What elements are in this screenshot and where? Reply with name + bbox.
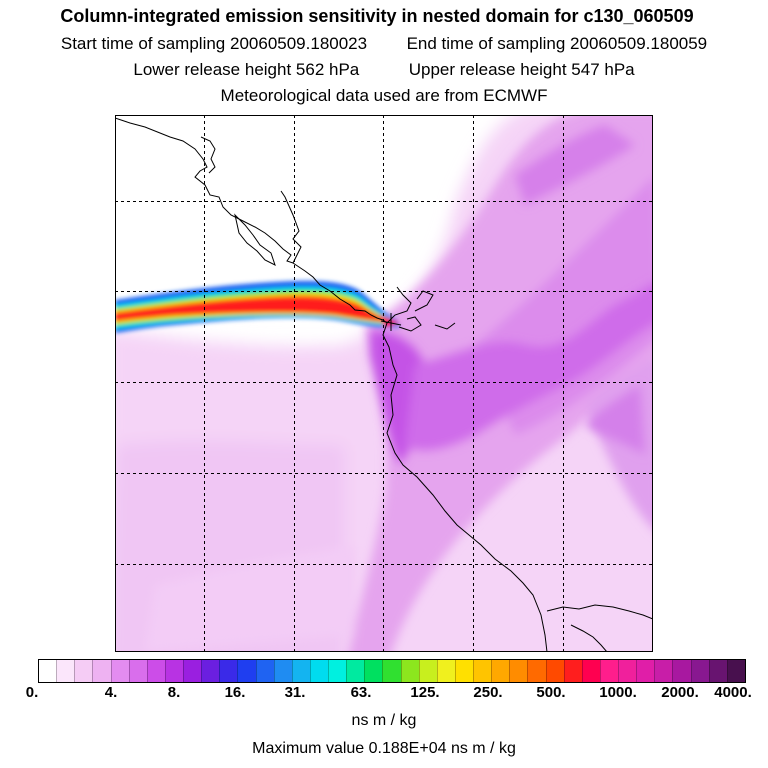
color-scale-swatch: [128, 660, 147, 682]
color-scale-swatch: [400, 660, 419, 682]
tick-label: 2000.: [661, 684, 699, 701]
release-height-line: Lower release height 562 hPa Upper relea…: [0, 60, 768, 80]
color-scale-swatch: [708, 660, 727, 682]
color-scale-swatch: [219, 660, 238, 682]
color-scale-swatch: [146, 660, 165, 682]
color-scale-swatch: [454, 660, 473, 682]
color-scale-swatch: [436, 660, 455, 682]
color-scale-swatch: [255, 660, 274, 682]
start-time-label: Start time of sampling: [60, 34, 226, 53]
color-scale-swatch: [618, 660, 637, 682]
sampling-time-line: Start time of sampling 20060509.180023 E…: [0, 34, 768, 54]
color-scale-swatch: [418, 660, 437, 682]
tick-label: 16.: [224, 684, 246, 701]
lower-height-value: 562 hPa: [295, 60, 360, 79]
lower-height-label: Lower release height: [133, 60, 292, 79]
tick-label: 31.: [284, 684, 306, 701]
color-scale-swatch: [690, 660, 709, 682]
color-scale-swatch: [581, 660, 600, 682]
tick-label: 500.: [536, 684, 566, 701]
map-frame: [115, 115, 653, 652]
color-scale-swatch: [545, 660, 564, 682]
tick-label: 4000.: [714, 684, 752, 701]
start-time-value: 20060509.180023: [230, 34, 368, 53]
color-scale-swatch: [527, 660, 546, 682]
maximum-value-line: Maximum value 0.188E+04 ns m / kg: [0, 740, 768, 758]
tick-label: 1000.: [599, 684, 637, 701]
tick-label: 250.: [473, 684, 503, 701]
color-scale-swatch: [237, 660, 256, 682]
color-scale-swatch: [491, 660, 510, 682]
color-scale-swatch: [56, 660, 75, 682]
color-scale-swatch: [726, 660, 745, 682]
upper-height-label: Upper release height: [408, 60, 567, 79]
tick-label: 4.: [104, 684, 118, 701]
coastline: [115, 117, 653, 652]
color-scale-swatch: [39, 660, 57, 682]
color-scale-swatch: [164, 660, 183, 682]
color-scale-swatch: [92, 660, 111, 682]
sensitivity-field-high: [370, 125, 653, 465]
color-scale-swatch: [183, 660, 202, 682]
color-scale-swatch: [201, 660, 220, 682]
color-scale-swatch: [291, 660, 310, 682]
color-scale-swatch: [364, 660, 383, 682]
color-scale-swatch: [346, 660, 365, 682]
plot-title: Column-integrated emission sensitivity i…: [60, 6, 694, 26]
color-scale-swatch: [382, 660, 401, 682]
end-time-value: 20060509.180059: [570, 34, 708, 53]
emission-sensitivity-map: [115, 115, 653, 652]
color-scale-swatch: [74, 660, 93, 682]
tick-label: 0.: [25, 684, 39, 701]
color-scale-swatch: [599, 660, 618, 682]
color-scale-swatch: [563, 660, 582, 682]
color-scale-swatch: [636, 660, 655, 682]
end-time-label: End time of sampling: [406, 34, 566, 53]
tick-label: 125.: [410, 684, 440, 701]
units-label: ns m / kg: [351, 712, 417, 729]
tick-label: 8.: [167, 684, 181, 701]
maximum-value-label: Maximum value: [252, 740, 365, 757]
color-scale-bar: [38, 659, 746, 683]
color-scale-swatch: [473, 660, 492, 682]
color-scale-swatch: [509, 660, 528, 682]
color-scale-swatch: [273, 660, 292, 682]
color-scale-swatch: [654, 660, 673, 682]
color-scale-swatch: [110, 660, 129, 682]
met-data-line: Meteorological data used are from ECMWF: [220, 86, 548, 105]
color-scale-swatch: [328, 660, 347, 682]
tick-label: 63.: [350, 684, 372, 701]
color-scale-swatch: [309, 660, 328, 682]
release-marker: [380, 313, 402, 331]
upper-height-value: 547 hPa: [571, 60, 635, 79]
color-scale-swatch: [672, 660, 691, 682]
maximum-value: 0.188E+04 ns m / kg: [368, 740, 516, 757]
color-scale-ticks: 0. 4. 8. 16. 31. 63. 125. 250. 500. 1000…: [0, 684, 768, 704]
